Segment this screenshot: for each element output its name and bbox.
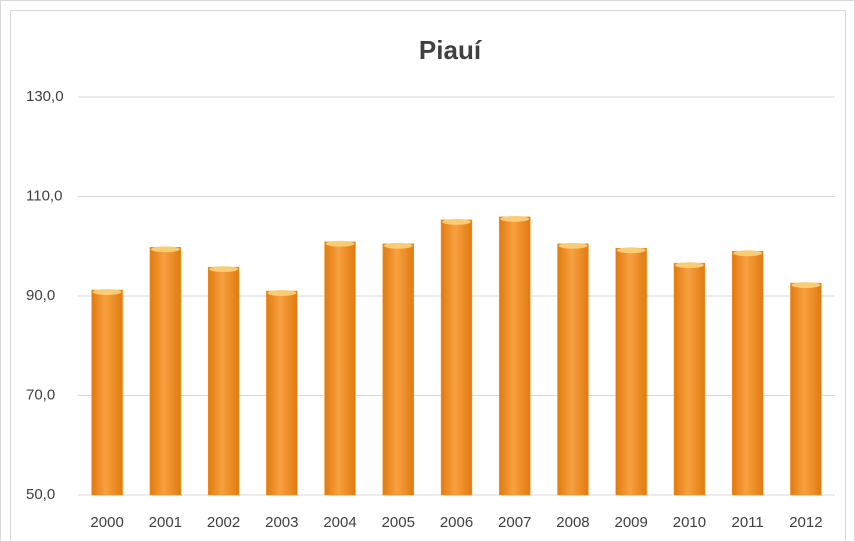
bar-cap — [325, 240, 355, 247]
bar-cap — [267, 290, 297, 297]
bar-cap — [674, 262, 704, 269]
x-tick-label: 2005 — [382, 514, 415, 531]
bar — [324, 241, 356, 496]
y-tick-label: 50,0 — [26, 486, 55, 503]
bar — [440, 219, 473, 496]
y-tick-label: 130,0 — [26, 88, 64, 105]
bar-cap — [791, 282, 821, 289]
bar-cap — [733, 250, 763, 257]
x-tick-label: 2000 — [90, 514, 123, 531]
bar — [615, 247, 647, 496]
bar-cap — [558, 242, 588, 249]
bar — [91, 289, 123, 496]
chart-frame — [10, 10, 846, 542]
bar — [557, 243, 589, 496]
x-tick-label: 2006 — [440, 514, 473, 531]
x-tick-label: 2004 — [323, 514, 356, 531]
x-tick-label: 2002 — [207, 514, 240, 531]
x-tick-label: 2010 — [673, 514, 706, 531]
x-tick-label: 2012 — [789, 514, 822, 531]
bar-cap — [500, 215, 530, 222]
bar-cap — [616, 247, 646, 254]
bar-cap — [209, 266, 239, 273]
chart-title: Piauí — [419, 35, 482, 65]
bar — [790, 282, 822, 496]
y-tick-label: 70,0 — [26, 386, 55, 403]
x-tick-label: 2007 — [498, 514, 531, 531]
x-tick-label: 2003 — [265, 514, 298, 531]
bar — [207, 266, 240, 496]
bar — [673, 262, 706, 496]
bar — [382, 243, 414, 496]
bar — [266, 290, 298, 496]
bar-cap — [150, 246, 180, 253]
y-tick-label: 110,0 — [26, 187, 62, 204]
x-tick-label: 2009 — [615, 514, 648, 531]
x-tick-label: 2011 — [732, 514, 764, 531]
bar-cap — [442, 218, 471, 225]
bar-cap — [383, 242, 413, 249]
bar-cap — [92, 289, 122, 296]
y-tick-label: 90,0 — [26, 287, 55, 304]
bar — [149, 246, 182, 496]
x-tick-label: 2008 — [556, 514, 589, 531]
bar — [499, 216, 531, 496]
bar — [731, 250, 764, 496]
x-tick-label: 2001 — [149, 514, 182, 531]
